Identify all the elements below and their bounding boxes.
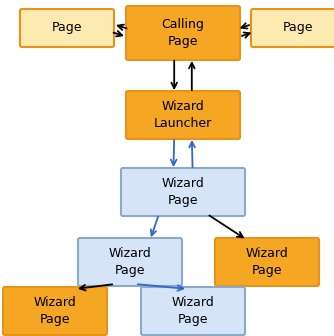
FancyBboxPatch shape: [20, 9, 114, 47]
FancyBboxPatch shape: [215, 238, 319, 286]
Text: Wizard
Page: Wizard Page: [162, 177, 204, 207]
FancyBboxPatch shape: [78, 238, 182, 286]
Text: Wizard
Page: Wizard Page: [109, 247, 151, 277]
Text: Page: Page: [52, 22, 82, 35]
FancyBboxPatch shape: [126, 6, 240, 60]
Text: Wizard
Page: Wizard Page: [245, 247, 288, 277]
FancyBboxPatch shape: [3, 287, 107, 335]
Text: Calling
Page: Calling Page: [162, 18, 204, 48]
FancyBboxPatch shape: [126, 91, 240, 139]
Text: Wizard
Launcher: Wizard Launcher: [154, 100, 212, 130]
FancyBboxPatch shape: [141, 287, 245, 335]
FancyBboxPatch shape: [121, 168, 245, 216]
FancyBboxPatch shape: [251, 9, 334, 47]
Text: Page: Page: [283, 22, 313, 35]
Text: Wizard
Page: Wizard Page: [34, 296, 76, 326]
Text: Wizard
Page: Wizard Page: [172, 296, 214, 326]
